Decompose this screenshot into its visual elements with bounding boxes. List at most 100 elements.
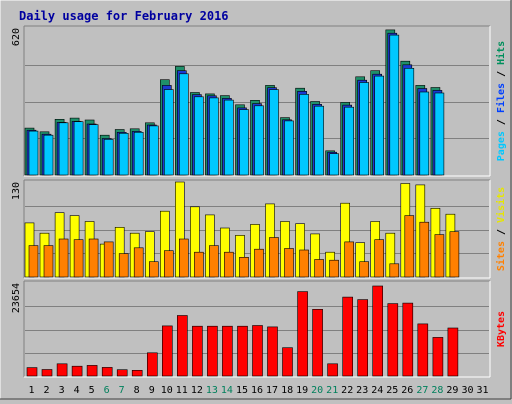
x-tick-label-10: 10: [161, 385, 173, 396]
bar-pages-day-14: [224, 99, 234, 176]
bar-kbytes-day-12: [192, 325, 203, 377]
chart-title: Daily usage for February 2016: [19, 9, 229, 23]
axis-legend-hits: Hits: [495, 41, 507, 65]
bar-kbytes-day-19: [297, 291, 308, 377]
bar-pages-day-8: [133, 132, 144, 176]
bar-kbytes-day-8: [131, 369, 143, 377]
bar-pages-day-10: [164, 89, 174, 176]
bar-kbytes-day-27: [417, 323, 429, 377]
bar-pages-day-28: [434, 92, 445, 176]
bar-sites-day-21: [329, 259, 339, 278]
panel-hits-files-pages-ymax-label: 620: [11, 28, 22, 46]
bar-kbytes-day-13: [207, 325, 218, 377]
bar-sites-day-2: [43, 245, 54, 278]
bar-pages-day-17: [269, 89, 279, 176]
x-tick-label-18: 18: [281, 385, 293, 396]
bar-kbytes-day-29: [447, 327, 459, 377]
x-tick-label-31: 31: [476, 385, 488, 396]
bar-kbytes-day-1: [26, 367, 38, 377]
bar-kbytes-day-21: [327, 363, 338, 377]
bar-kbytes-day-17: [267, 326, 278, 377]
bar-sites-day-14: [224, 251, 234, 278]
x-tick-label-27: 27: [416, 385, 428, 396]
x-tick-label-1: 1: [28, 385, 34, 396]
bar-pages-day-15: [239, 109, 249, 176]
x-tick-label-12: 12: [191, 385, 203, 396]
x-tick-label-21: 21: [326, 385, 338, 396]
panel-hits-files-pages-axis-legend: Pages / Files / Hits: [495, 41, 507, 161]
axis-legend-separator: /: [496, 113, 507, 131]
bar-pages-day-4: [73, 121, 84, 176]
bar-sites-day-16: [254, 248, 264, 278]
x-tick-label-26: 26: [401, 385, 413, 396]
bar-sites-day-5: [88, 238, 99, 278]
panel-kbytes-axis-legend: KBytes: [496, 311, 507, 347]
panel-visits-sites-ymax-label: 130: [11, 182, 22, 200]
bar-kbytes-day-16: [252, 325, 263, 377]
bar-sites-day-10: [164, 250, 174, 278]
bar-pages-day-5: [88, 124, 99, 176]
bar-pages-day-2: [43, 134, 54, 176]
axis-legend-separator: /: [496, 65, 507, 83]
bar-sites-day-1: [28, 245, 39, 278]
bar-sites-day-20: [314, 259, 324, 278]
bar-kbytes-day-24: [372, 285, 384, 377]
bar-kbytes-day-5: [86, 365, 98, 377]
panel-kbytes-ymax-label: 23654: [11, 283, 22, 313]
bar-pages-day-23: [359, 82, 370, 176]
bar-kbytes-day-3: [56, 363, 68, 377]
x-tick-label-25: 25: [386, 385, 398, 396]
bar-sites-day-25: [389, 263, 400, 278]
axis-legend-separator: /: [496, 223, 507, 241]
bar-pages-day-22: [344, 106, 355, 176]
x-tick-label-9: 9: [149, 385, 155, 396]
bar-pages-day-12: [194, 96, 204, 176]
x-tick-label-14: 14: [221, 385, 233, 396]
x-tick-label-23: 23: [356, 385, 368, 396]
x-tick-label-28: 28: [431, 385, 443, 396]
bar-pages-day-9: [149, 125, 159, 176]
axis-legend-pages: Pages: [496, 131, 507, 161]
bar-kbytes-day-23: [357, 299, 369, 377]
x-tick-label-29: 29: [446, 385, 458, 396]
bar-sites-day-6: [103, 241, 114, 278]
bar-sites-day-8: [133, 247, 144, 278]
bar-sites-day-19: [299, 249, 309, 278]
bar-kbytes-day-25: [387, 303, 399, 377]
bar-kbytes-day-26: [402, 302, 414, 377]
bar-sites-day-18: [284, 248, 294, 278]
x-tick-label-16: 16: [251, 385, 263, 396]
x-tick-label-5: 5: [89, 385, 95, 396]
bar-sites-day-9: [149, 261, 159, 278]
bar-sites-day-12: [194, 251, 204, 278]
x-tick-label-3: 3: [59, 385, 65, 396]
bar-sites-day-22: [344, 241, 355, 278]
x-tick-label-17: 17: [266, 385, 278, 396]
bar-kbytes-day-6: [101, 367, 113, 377]
bar-sites-day-13: [209, 245, 219, 278]
bar-kbytes-day-18: [282, 347, 293, 377]
x-tick-label-11: 11: [176, 385, 188, 396]
bar-kbytes-day-28: [432, 337, 444, 377]
bar-pages-day-16: [254, 105, 264, 176]
bar-sites-day-28: [434, 234, 445, 278]
axis-legend-kbytes: KBytes: [496, 311, 507, 347]
bar-pages-day-1: [28, 130, 39, 176]
x-tick-label-7: 7: [119, 385, 125, 396]
bar-sites-day-11: [179, 238, 189, 278]
bar-pages-day-20: [314, 105, 324, 176]
bar-sites-day-29: [449, 231, 460, 278]
bar-pages-day-13: [209, 97, 219, 176]
bar-sites-day-24: [374, 239, 385, 278]
x-tick-label-15: 15: [236, 385, 248, 396]
bar-pages-day-24: [374, 75, 385, 176]
x-tick-label-2: 2: [43, 385, 49, 396]
bar-kbytes-day-14: [222, 325, 233, 377]
bar-pages-day-3: [58, 122, 69, 176]
x-tick-label-8: 8: [134, 385, 140, 396]
bar-pages-day-18: [284, 120, 294, 176]
x-tick-label-4: 4: [74, 385, 80, 396]
x-tick-label-22: 22: [341, 385, 353, 396]
